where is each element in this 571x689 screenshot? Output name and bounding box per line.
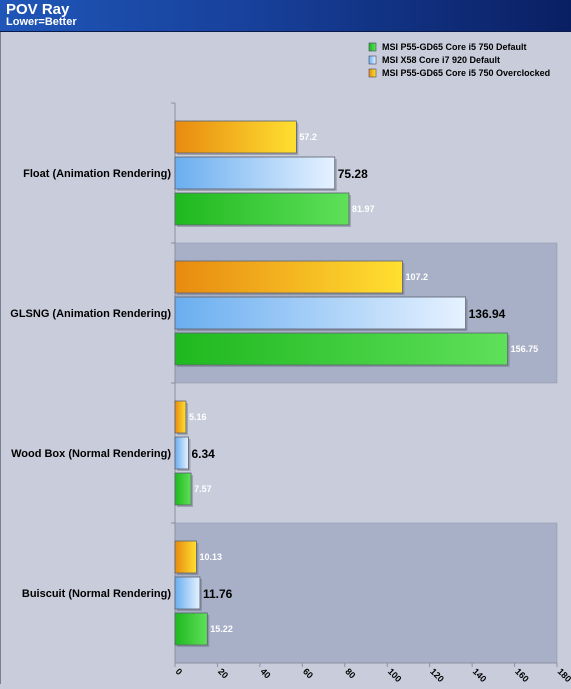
bar bbox=[174, 332, 509, 366]
chart-title: POV Ray bbox=[6, 1, 70, 18]
bar bbox=[174, 296, 467, 330]
bar bbox=[174, 436, 189, 470]
chart-area: Float (Animation Rendering) 57.2 75.28 81.9… bbox=[0, 32, 571, 684]
legend-entry: MSI P55-GD65 Core i5 750 Default bbox=[382, 42, 527, 52]
x-tick-label: 60 bbox=[301, 666, 315, 680]
x-tick-label: 0 bbox=[174, 666, 185, 677]
x-tick-label: 160 bbox=[513, 666, 531, 684]
data-label: 75.28 bbox=[338, 167, 368, 181]
data-label: 5.16 bbox=[189, 412, 207, 422]
x-tick-label: 120 bbox=[428, 666, 446, 684]
category-label: Buiscuit (Normal Rendering) bbox=[22, 588, 171, 600]
x-tick-label: 180 bbox=[556, 666, 571, 684]
category-label: GLSNG (Animation Rendering) bbox=[10, 308, 171, 320]
data-label: 7.57 bbox=[194, 484, 212, 494]
data-label: 6.34 bbox=[191, 447, 215, 461]
chart-header: POV Ray Lower=Better bbox=[0, 0, 571, 32]
category-label: Wood Box (Normal Rendering) bbox=[11, 448, 171, 460]
legend-swatch bbox=[368, 55, 377, 65]
data-label: 136.94 bbox=[469, 307, 506, 321]
x-tick-label: 20 bbox=[216, 666, 230, 680]
category-label: Float (Animation Rendering) bbox=[23, 168, 171, 180]
chart-subtitle: Lower=Better bbox=[6, 16, 77, 28]
legend-swatch bbox=[368, 68, 377, 78]
bar bbox=[174, 192, 350, 226]
data-label: 107.2 bbox=[406, 272, 429, 282]
x-tick-label: 40 bbox=[258, 666, 272, 680]
data-label: 57.2 bbox=[299, 132, 317, 142]
bar bbox=[174, 576, 201, 610]
x-tick-label: 100 bbox=[386, 666, 404, 684]
legend-entry: MSI P55-GD65 Core i5 750 Overclocked bbox=[382, 68, 550, 78]
legend-swatch bbox=[368, 42, 377, 52]
category-band bbox=[174, 522, 558, 664]
bar bbox=[174, 612, 208, 646]
data-label: 15.22 bbox=[210, 624, 233, 634]
bar bbox=[174, 400, 187, 434]
data-label: 10.13 bbox=[199, 552, 222, 562]
bar bbox=[174, 472, 192, 506]
data-label: 81.97 bbox=[352, 204, 375, 214]
data-label: 156.75 bbox=[511, 344, 539, 354]
x-tick-label: 140 bbox=[471, 666, 489, 684]
legend-entry: MSI X58 Core i7 920 Default bbox=[382, 55, 500, 65]
data-label: 11.76 bbox=[203, 587, 233, 601]
bar bbox=[174, 260, 403, 294]
bar bbox=[174, 540, 197, 574]
bar bbox=[174, 120, 297, 154]
x-tick-label: 80 bbox=[343, 666, 357, 680]
bar-chart: Float (Animation Rendering) 57.2 75.28 81.9… bbox=[10, 42, 571, 684]
bar bbox=[174, 156, 336, 190]
